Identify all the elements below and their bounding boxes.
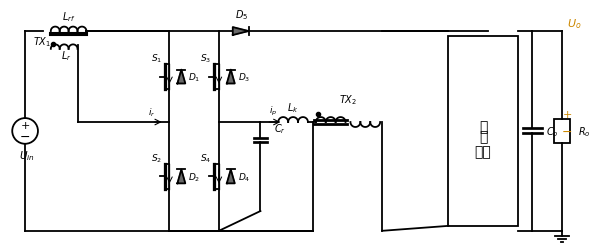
- Text: −: −: [20, 131, 30, 144]
- Text: $U_{in}$: $U_{in}$: [19, 148, 35, 162]
- Polygon shape: [233, 28, 248, 36]
- Text: $D_1$: $D_1$: [188, 71, 201, 84]
- Text: $C_o$: $C_o$: [546, 124, 559, 138]
- Text: $i_r$: $i_r$: [148, 106, 156, 118]
- Text: $i_p$: $i_p$: [269, 104, 277, 117]
- Text: $L_{rf}$: $L_{rf}$: [62, 10, 75, 24]
- Text: $TX_2$: $TX_2$: [339, 93, 357, 106]
- Polygon shape: [227, 170, 235, 183]
- Text: −: −: [562, 126, 572, 139]
- Text: $TX_1$: $TX_1$: [33, 35, 51, 49]
- Text: $S_1$: $S_1$: [151, 52, 162, 65]
- Text: $S_4$: $S_4$: [200, 152, 212, 164]
- FancyBboxPatch shape: [449, 37, 517, 226]
- Text: $R_o$: $R_o$: [578, 124, 590, 138]
- Text: $D_2$: $D_2$: [188, 170, 201, 183]
- Text: $S_2$: $S_2$: [151, 152, 162, 164]
- Text: $D_5$: $D_5$: [235, 8, 248, 22]
- Text: $U_o$: $U_o$: [567, 17, 581, 31]
- Polygon shape: [177, 170, 185, 183]
- Text: 整: 整: [479, 120, 487, 134]
- Text: 电路: 电路: [475, 144, 491, 158]
- Text: $L_r$: $L_r$: [61, 48, 71, 62]
- Text: $D_3$: $D_3$: [238, 71, 250, 84]
- Polygon shape: [177, 70, 185, 84]
- Text: $C_r$: $C_r$: [274, 122, 286, 135]
- Text: 流: 流: [479, 129, 487, 143]
- FancyBboxPatch shape: [554, 119, 570, 144]
- Text: $S_3$: $S_3$: [200, 52, 212, 65]
- Polygon shape: [227, 70, 235, 84]
- Text: $D_4$: $D_4$: [238, 170, 250, 183]
- Text: +: +: [21, 120, 30, 130]
- Text: $L_k$: $L_k$: [287, 101, 299, 114]
- Text: +: +: [563, 110, 572, 120]
